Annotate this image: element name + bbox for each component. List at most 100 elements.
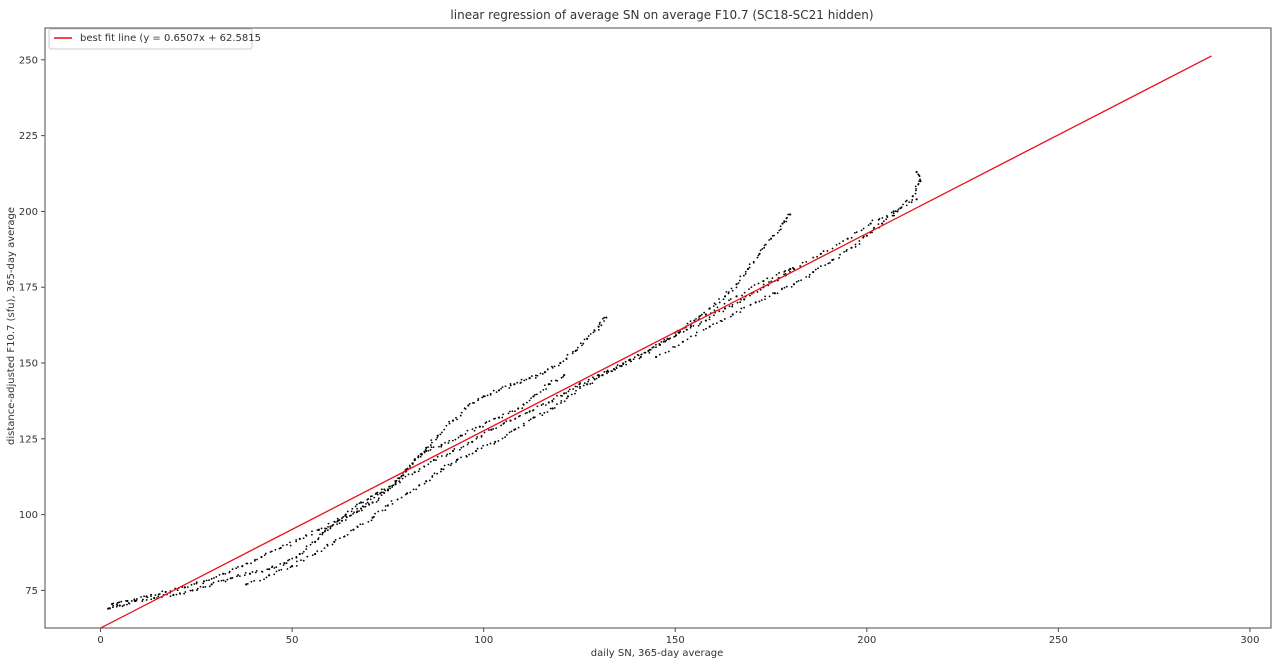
scatter-point: [704, 313, 707, 316]
scatter-point: [911, 195, 914, 198]
scatter-point: [792, 283, 796, 286]
scatter-point: [495, 391, 498, 394]
scatter-point: [708, 325, 711, 328]
scatter-point: [712, 305, 715, 307]
scatter-point: [762, 283, 765, 286]
scatter-point: [600, 324, 603, 327]
scatter-point: [268, 574, 271, 577]
scatter-point: [271, 565, 274, 568]
scatter-point: [638, 357, 641, 360]
scatter-point: [317, 528, 321, 531]
scatter-point: [463, 407, 466, 410]
scatter-point: [501, 416, 504, 419]
scatter-point: [648, 351, 651, 354]
scatter-point: [769, 237, 773, 240]
scatter-point: [311, 541, 314, 544]
scatter-point: [466, 429, 469, 432]
scatter-point: [305, 545, 308, 548]
scatter-point: [625, 363, 628, 366]
scatter-point: [595, 377, 598, 380]
scatter-point: [871, 219, 874, 222]
scatter-point: [398, 480, 401, 483]
scatter-point: [655, 343, 657, 346]
scatter-point: [574, 392, 576, 395]
scatter-point: [369, 498, 372, 501]
scatter-point: [819, 252, 822, 255]
scatter-point: [420, 452, 423, 455]
scatter-point: [118, 601, 121, 604]
scatter-point: [228, 570, 231, 573]
scatter-point: [652, 346, 655, 348]
scatter-point: [511, 410, 514, 413]
scatter-point: [549, 383, 551, 386]
scatter-point: [273, 567, 276, 569]
scatter-point: [411, 473, 414, 476]
scatter-point: [126, 599, 129, 603]
scatter-point: [334, 539, 337, 541]
scatter-point: [280, 568, 283, 571]
scatter-point: [779, 228, 782, 231]
scatter-point: [413, 471, 416, 474]
scatter-point: [507, 412, 510, 415]
scatter-point: [562, 375, 564, 378]
scatter-point: [202, 582, 205, 585]
scatter-point: [367, 520, 370, 523]
scatter-point: [784, 269, 787, 272]
scatter-point: [508, 431, 511, 434]
scatter-point: [816, 255, 818, 258]
scatter-point: [509, 419, 512, 422]
scatter-point: [455, 416, 457, 419]
scatter-point: [566, 353, 569, 356]
scatter-point: [344, 513, 347, 516]
scatter-point: [473, 429, 476, 432]
scatter-point: [579, 382, 582, 384]
scatter-point: [150, 598, 153, 601]
scatter-point: [682, 330, 685, 333]
scatter-point: [842, 240, 845, 242]
scatter-point: [346, 533, 349, 536]
scatter-point: [700, 321, 703, 323]
scatter-point: [759, 288, 762, 291]
scatter-point: [243, 574, 246, 577]
scatter-point: [869, 222, 872, 225]
scatter-point: [843, 250, 845, 253]
scatter-point: [570, 393, 573, 396]
scatter-point: [591, 376, 594, 379]
scatter-point: [440, 468, 443, 471]
scatter-point: [333, 540, 336, 543]
scatter-point: [398, 477, 401, 480]
scatter-point: [824, 264, 827, 267]
scatter-point: [423, 451, 426, 454]
scatter-point: [892, 212, 895, 215]
scatter-point: [555, 403, 558, 406]
scatter-point: [447, 463, 450, 466]
scatter-point: [892, 210, 895, 213]
scatter-point: [383, 488, 386, 491]
scatter-point: [677, 331, 681, 334]
scatter-point: [302, 550, 305, 553]
scatter-point: [435, 459, 437, 462]
scatter-point: [606, 372, 608, 375]
scatter-point: [324, 529, 327, 532]
scatter-point: [520, 381, 522, 384]
scatter-point: [494, 440, 497, 443]
scatter-point: [918, 175, 921, 178]
scatter-point: [314, 540, 317, 543]
scatter-point: [256, 558, 258, 561]
scatter-point: [327, 526, 329, 528]
scatter-point: [783, 286, 786, 289]
scatter-point: [915, 170, 918, 174]
scatter-point: [354, 505, 357, 508]
scatter-point: [143, 595, 146, 598]
scatter-point: [583, 382, 586, 385]
scatter-point: [593, 377, 596, 380]
scatter-point: [391, 484, 394, 487]
scatter-point: [217, 580, 220, 583]
chart-title: linear regression of average SN on avera…: [450, 8, 873, 22]
scatter-point: [460, 456, 462, 459]
scatter-point: [750, 286, 753, 289]
scatter-point: [517, 426, 520, 429]
scatter-point: [321, 533, 324, 536]
scatter-point: [731, 289, 734, 292]
scatter-point: [179, 592, 182, 595]
